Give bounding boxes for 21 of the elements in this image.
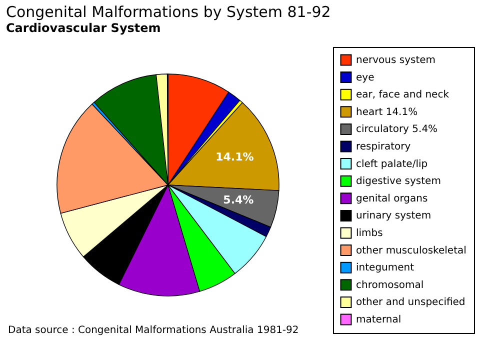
legend-label: ear, face and neck [356, 90, 450, 101]
legend-label: genital organs [356, 193, 428, 204]
legend-label: other musculoskeletal [356, 245, 466, 256]
legend-label: chromosomal [356, 280, 424, 291]
legend-label: heart 14.1% [356, 106, 418, 118]
legend-label: circulatory 5.4% [356, 124, 438, 136]
legend-label: respiratory [356, 142, 411, 152]
data-label: 5.4% [223, 194, 254, 207]
legend-label: other and unspecified [356, 297, 466, 308]
legend-label: cleft palate/lip [356, 158, 428, 170]
data-label: 14.1% [216, 150, 254, 164]
legend-label: limbs [356, 228, 383, 239]
legend-label: integument [356, 262, 414, 274]
chart-subtitle: Cardiovascular System [6, 21, 161, 35]
legend-label: digestive system [356, 176, 441, 188]
source-note: Data source : Congenital Malformations Australia 1981-92 [8, 325, 299, 336]
legend-label: maternal [356, 314, 402, 326]
legend-label: urinary system [356, 210, 432, 222]
legend-label: nervous system [356, 55, 436, 66]
legend-label: eye [356, 72, 374, 84]
chart-title: Congenital Malformations by System 81-92 [6, 3, 331, 21]
